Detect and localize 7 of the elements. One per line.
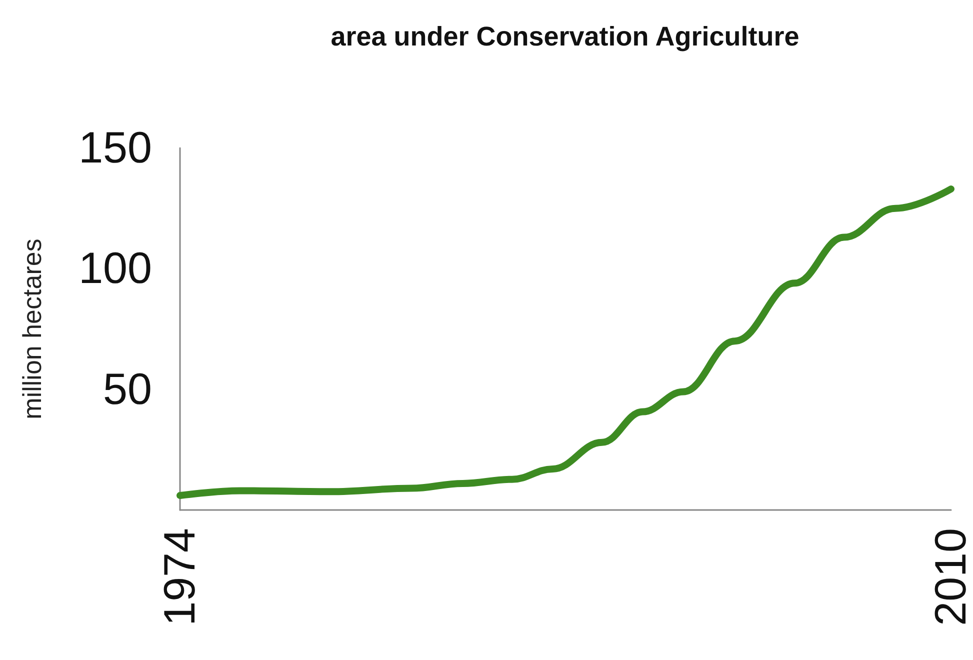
y-axis-title: million hectares — [17, 238, 47, 420]
x-tick-label: 1974 — [156, 528, 204, 626]
chart-title: area under Conservation Agriculture — [330, 22, 800, 52]
y-tick-label: 150 — [78, 124, 152, 172]
y-tick-label: 50 — [103, 364, 152, 414]
x-tick-label: 2010 — [926, 528, 973, 626]
y-tick-label: 100 — [78, 244, 152, 294]
